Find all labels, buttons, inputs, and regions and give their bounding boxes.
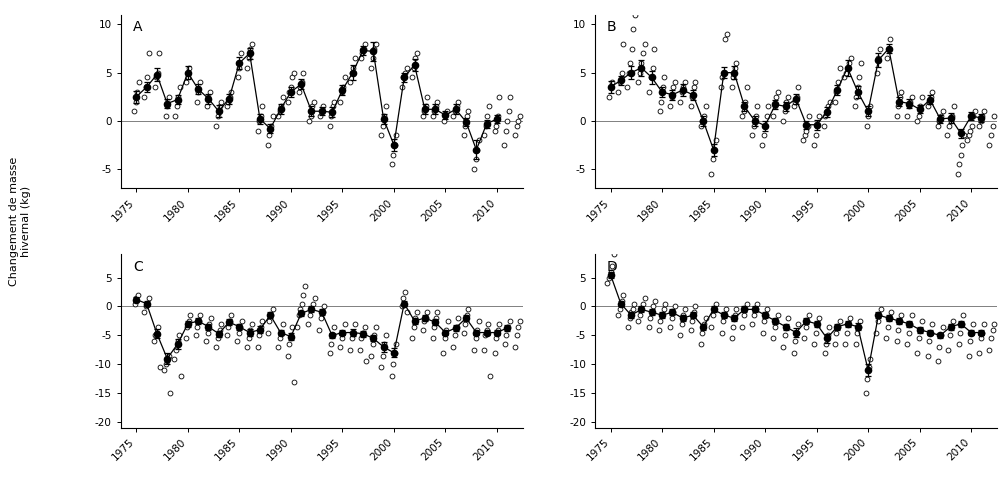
Text: D: D	[607, 260, 618, 274]
Text: A: A	[133, 20, 142, 34]
Text: C: C	[133, 260, 143, 274]
Text: B: B	[607, 20, 616, 34]
Text: Changement de masse
hivernal (kg): Changement de masse hivernal (kg)	[9, 157, 31, 286]
